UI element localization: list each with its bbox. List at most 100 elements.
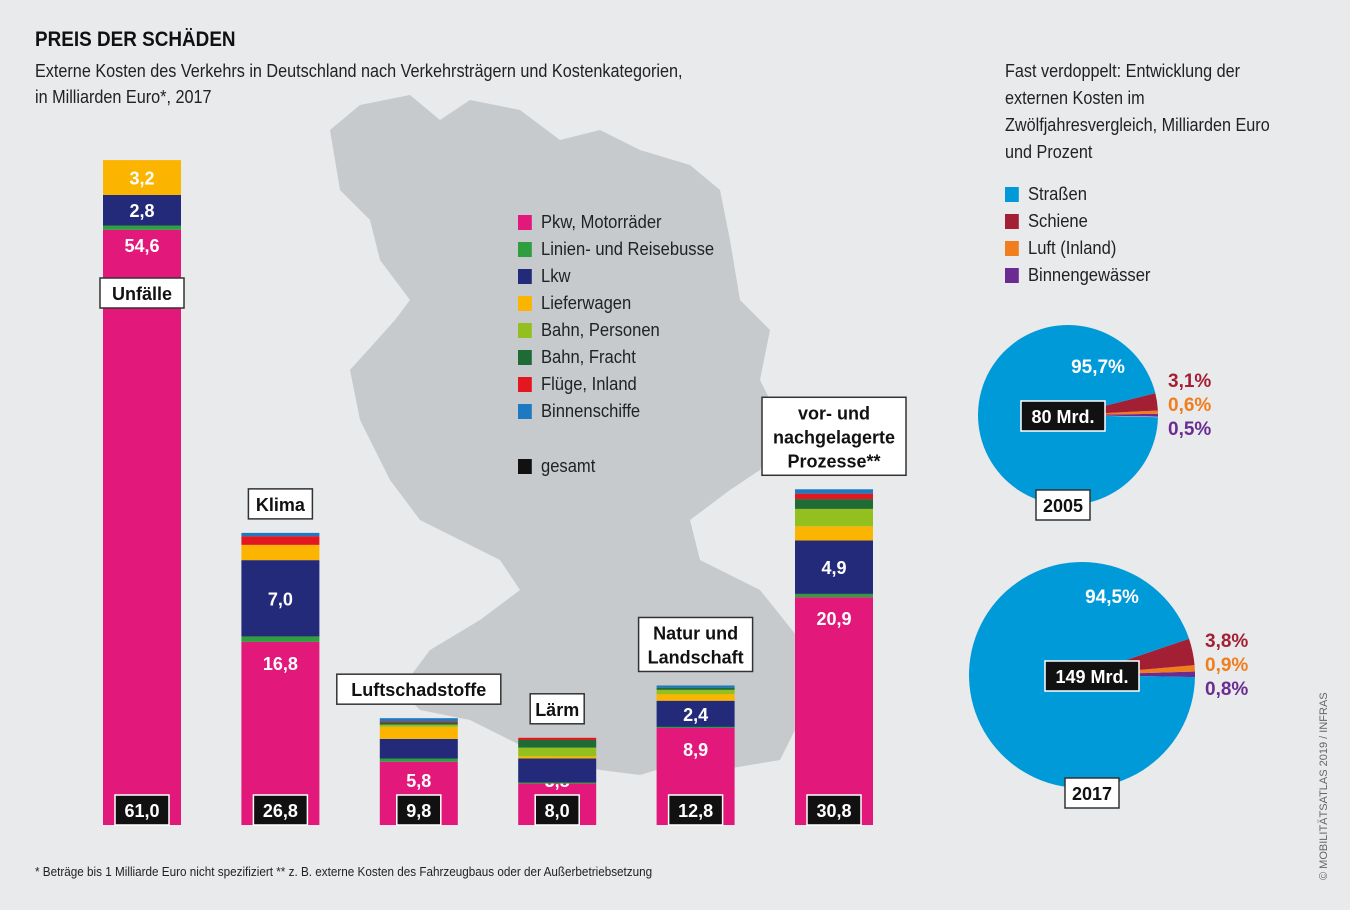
legend-item: Lieferwagen (518, 290, 631, 317)
pie-total-label-box (1044, 660, 1140, 692)
bar-segment (379, 718, 458, 722)
category-label-box (761, 396, 907, 477)
bar-value-label: 8,9 (683, 740, 708, 760)
bar-segment (241, 560, 320, 637)
total-label-box (114, 794, 170, 826)
bar-segment (103, 225, 181, 230)
pie-year-label: 2005 (1043, 496, 1083, 516)
bar-value-label: 2,8 (129, 201, 154, 221)
bar-segment (379, 738, 458, 759)
footnote: * Beträge bis 1 Milliarde Euro nicht spe… (35, 864, 653, 879)
legend-item: Lkw (518, 263, 570, 290)
legend-label: Binnengewässer (1028, 265, 1151, 285)
category-label-box (99, 277, 185, 309)
subtitle-line: Externe Kosten des Verkehrs in Deutschla… (35, 61, 683, 81)
bar-segment (379, 721, 458, 723)
legend-item: Flüge, Inland (518, 371, 637, 398)
category-label: Klima (256, 495, 306, 515)
pie-percent-label: 0,8% (1205, 679, 1248, 700)
bar-segment (518, 747, 597, 757)
legend-label: Binnenschiffe (541, 401, 641, 421)
legend-swatch (518, 215, 532, 230)
bar-value-label: 54,6 (124, 236, 159, 256)
legend-swatch (518, 350, 532, 365)
legend-item-total: gesamt (518, 453, 595, 480)
legend-label: Lieferwagen (541, 293, 632, 313)
legend-item: Binnenschiffe (518, 398, 640, 425)
category-label: vor- und (798, 403, 870, 423)
pie-percent-label: 0,5% (1168, 419, 1211, 440)
legend-swatch (518, 296, 532, 311)
category-label-box (637, 616, 754, 673)
total-label-box (534, 794, 580, 826)
legend-item: Linien- und Reisebusse (518, 236, 714, 263)
bar-value-label: 7,0 (268, 589, 293, 609)
bar-segment (241, 536, 320, 545)
bar-segment (656, 694, 735, 701)
legend-swatch (1005, 268, 1019, 283)
category-label: nachgelagerte (773, 427, 895, 447)
legend-swatch (518, 323, 532, 338)
total-label: 30,8 (816, 801, 851, 821)
legend-label: Straßen (1028, 184, 1087, 204)
pie-legend-item: Straßen (1005, 181, 1087, 208)
credit: © MOBILITÄTSATLAS 2019 / INFRAS (1318, 692, 1330, 880)
pie-percent-label: 3,8% (1205, 631, 1248, 652)
legend-label: Bahn, Fracht (541, 347, 636, 367)
bar-segment (656, 726, 735, 728)
legend-item: Pkw, Motorräder (518, 209, 662, 236)
category-label: Luftschadstoffe (351, 680, 486, 700)
bar-segment (518, 737, 597, 740)
bar-segment (795, 526, 873, 541)
legend-swatch (1005, 187, 1019, 202)
total-label-box (667, 794, 724, 826)
bar-segment (241, 636, 320, 642)
legend-label: Luft (Inland) (1028, 238, 1117, 258)
pie-percent-label: 94,5% (1085, 587, 1139, 608)
legend-swatch (1005, 241, 1019, 256)
legend-item: Bahn, Fracht (518, 344, 636, 371)
bar-value-label: 2,4 (683, 705, 708, 725)
pie-year-label-box (1035, 489, 1091, 521)
bar-segment (518, 758, 597, 783)
bar-segment (103, 160, 181, 195)
legend-label: Linien- und Reisebusse (541, 239, 715, 259)
pie-percent-label: 95,7% (1071, 357, 1125, 378)
legend-label: Pkw, Motorräder (541, 212, 662, 232)
category-label: Landschaft (648, 647, 744, 667)
bar-segment (795, 593, 873, 598)
legend-swatch (518, 242, 532, 257)
bar-segment (795, 597, 873, 825)
total-label-box (252, 794, 309, 826)
category-label-box (336, 673, 502, 705)
bar-segment (795, 493, 873, 500)
legend-label: Lkw (541, 266, 571, 286)
chart-subtitle: Externe Kosten des Verkehrs in Deutschla… (35, 58, 682, 110)
subtitle-line: in Milliarden Euro*, 2017 (35, 87, 212, 107)
pie-legend-item: Luft (Inland) (1005, 235, 1116, 262)
legend-label: Bahn, Personen (541, 320, 660, 340)
total-label: 9,8 (406, 801, 431, 821)
pie-year-label-box (1064, 777, 1120, 809)
category-label: Lärm (535, 700, 579, 720)
category-label: Unfälle (112, 284, 172, 304)
bar-segment (656, 689, 735, 695)
category-label-box (247, 488, 314, 520)
legend-swatch (518, 404, 532, 419)
bar-segment (379, 758, 458, 762)
pie-legend-item: Schiene (1005, 208, 1088, 235)
legend-label: Flüge, Inland (541, 374, 637, 394)
legend-swatch (518, 459, 532, 474)
bar-segment (241, 544, 320, 561)
bar-segment (379, 722, 458, 725)
total-label: 26,8 (263, 801, 298, 821)
pie-percent-label: 3,1% (1168, 371, 1211, 392)
bar-value-label: 3,2 (129, 169, 154, 189)
pie-legend-item: Binnengewässer (1005, 262, 1150, 289)
legend-item: Bahn, Personen (518, 317, 660, 344)
legend-label: gesamt (541, 456, 596, 476)
total-label-box (396, 794, 442, 826)
